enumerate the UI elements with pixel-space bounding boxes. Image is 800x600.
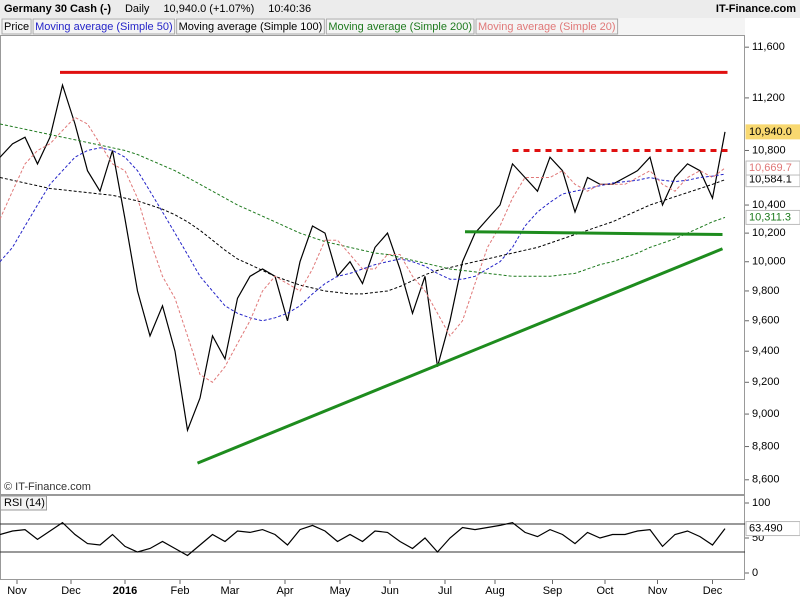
copyright: © IT-Finance.com <box>4 481 91 493</box>
header-quote: 10,940.0 (+1.07%) <box>163 3 254 15</box>
y-tick-label: 9,800 <box>752 285 780 297</box>
y-tick-label: 9,200 <box>752 376 780 388</box>
header-title: Germany 30 Cash (-) <box>4 3 111 15</box>
last-value-label: 63.490 <box>749 522 783 534</box>
brand: IT-Finance.com <box>716 3 796 15</box>
y-tick-label: 9,600 <box>752 315 780 327</box>
last-value-box <box>745 160 800 176</box>
trendline <box>464 230 723 237</box>
y-tick-label: 10,400 <box>752 199 786 211</box>
x-tick-label: Aug <box>485 585 505 597</box>
rsi-title-box <box>0 495 47 511</box>
y-tick-label: 10,200 <box>752 227 786 239</box>
y-tick-label: 10,000 <box>752 256 786 268</box>
last-value-box <box>745 209 800 225</box>
legend-bar <box>0 18 745 35</box>
x-tick-label: Mar <box>221 585 240 597</box>
series-line <box>0 521 726 557</box>
x-tick-label: Apr <box>276 585 293 597</box>
x-tick-label: Nov <box>7 585 27 597</box>
last-value-label: 10,311.3 <box>749 211 791 223</box>
legend-label: Moving average (Simple 100) <box>179 21 323 33</box>
x-tick-label: Sep <box>543 585 563 597</box>
legend-box <box>176 18 325 35</box>
legend-label: Moving average (Simple 20) <box>478 21 616 33</box>
y-tick-label: 8,800 <box>752 440 780 452</box>
legend-label: Moving average (Simple 200) <box>328 21 472 33</box>
legend-box <box>1 18 32 35</box>
last-value-label: 10,584.1 <box>749 174 792 186</box>
x-tick-label: Nov <box>648 585 668 597</box>
y-tick-label: 0 <box>752 567 758 579</box>
x-tick-label: Jun <box>381 585 399 597</box>
x-tick-label: Feb <box>171 585 190 597</box>
y-tick-label: 8,600 <box>752 474 780 486</box>
series-line <box>0 123 726 277</box>
x-tick-label: Oct <box>596 585 613 597</box>
y-tick-label: 10,800 <box>752 144 786 156</box>
header-period: Daily <box>125 3 150 15</box>
y-tick-label: 9,400 <box>752 345 780 357</box>
series-line <box>0 116 726 383</box>
last-value-label: 10,940.0 <box>749 126 792 138</box>
legend-box <box>32 18 176 35</box>
legend-label: Moving average (Simple 50) <box>35 21 173 33</box>
header: Germany 30 Cash (-) Daily 10,940.0 (+1.07%… <box>4 3 311 15</box>
y-tick-label: 100 <box>752 497 770 509</box>
series-line <box>0 177 726 295</box>
trendline <box>196 247 724 465</box>
price-panel <box>0 35 745 495</box>
x-tick-label: Jul <box>438 585 452 597</box>
y-tick-label: 9,000 <box>752 408 780 420</box>
x-tick-label: Dec <box>703 585 723 597</box>
last-value-box <box>745 124 800 140</box>
rsi-title: RSI (14) <box>4 497 45 509</box>
x-tick-label: Dec <box>61 585 81 597</box>
legend-box <box>475 18 619 35</box>
last-value-box <box>745 521 800 537</box>
last-value-label: 10,669.7 <box>749 162 792 174</box>
header-bar <box>0 0 800 18</box>
y-tick-label: 11,600 <box>752 41 785 53</box>
x-tick-label: 2016 <box>113 585 137 597</box>
rsi-panel <box>0 495 745 580</box>
legend-box <box>325 18 475 35</box>
y-tick-label: 11,200 <box>752 92 785 104</box>
legend-label: Price <box>4 21 29 33</box>
x-tick-label: May <box>330 585 351 597</box>
header-time: 10:40:36 <box>268 3 311 15</box>
series-line <box>0 147 726 322</box>
